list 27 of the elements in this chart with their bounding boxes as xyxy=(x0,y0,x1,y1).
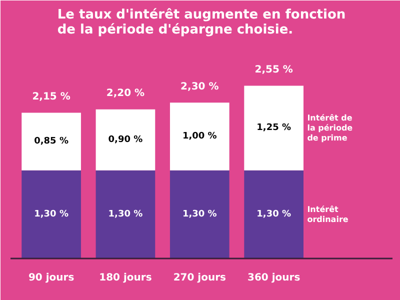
x-tick-label: 90 jours xyxy=(28,272,74,284)
bar xyxy=(170,102,230,170)
data-label: 1,30 % xyxy=(108,209,143,220)
bar xyxy=(244,170,304,258)
total-label: 2,20 % xyxy=(106,88,145,100)
data-label: 1,30 % xyxy=(256,209,291,220)
bar xyxy=(244,86,304,170)
data-label: 0,90 % xyxy=(108,134,143,145)
total-label: 2,55 % xyxy=(254,64,293,76)
bar xyxy=(22,170,81,258)
x-tick-label: 360 jours xyxy=(247,272,300,284)
data-label: 0,85 % xyxy=(34,136,68,147)
x-tick-label: 270 jours xyxy=(173,272,226,284)
bar xyxy=(170,170,230,258)
total-label: 2,15 % xyxy=(32,91,70,102)
bar xyxy=(96,170,156,258)
series-label: Intérêt de la période de prime xyxy=(307,114,354,142)
bar xyxy=(96,109,156,170)
bar xyxy=(22,112,81,170)
data-label: 1,00 % xyxy=(182,132,217,142)
x-tick-label: 180 jours xyxy=(99,272,152,284)
series-label: Intérêt ordinaire xyxy=(307,204,349,224)
data-label: 1,30 % xyxy=(34,209,68,220)
chart-title: Le taux d'intérêt augmente en fonction de la période d'épargne choisie. xyxy=(57,8,346,38)
data-label: 1,25 % xyxy=(256,123,291,134)
total-label: 2,30 % xyxy=(180,81,219,92)
data-label: 1,30 % xyxy=(182,209,217,220)
